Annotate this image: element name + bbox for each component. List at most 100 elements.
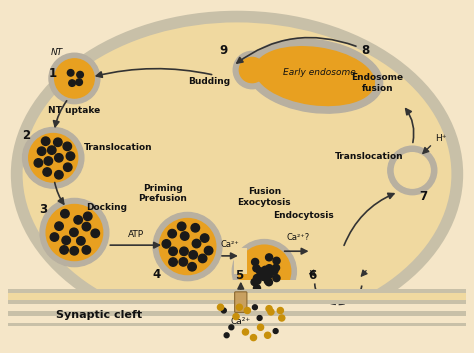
Text: Docking: Docking <box>86 203 127 212</box>
Circle shape <box>169 247 177 256</box>
Circle shape <box>204 246 213 255</box>
Circle shape <box>198 254 207 263</box>
FancyBboxPatch shape <box>230 280 298 313</box>
Circle shape <box>60 246 68 254</box>
Circle shape <box>252 258 259 265</box>
Circle shape <box>221 308 226 313</box>
Circle shape <box>55 59 94 98</box>
Circle shape <box>54 138 62 146</box>
FancyBboxPatch shape <box>9 311 465 326</box>
Text: 8: 8 <box>361 44 369 57</box>
Circle shape <box>233 51 271 89</box>
Text: NT: NT <box>51 48 63 58</box>
Circle shape <box>153 213 222 281</box>
Circle shape <box>177 222 186 231</box>
Ellipse shape <box>23 22 451 326</box>
Text: Ca²⁺: Ca²⁺ <box>220 240 239 250</box>
Circle shape <box>47 146 56 154</box>
Circle shape <box>188 263 196 271</box>
Text: Endocytosis: Endocytosis <box>273 211 334 220</box>
Circle shape <box>273 257 280 264</box>
Circle shape <box>179 258 188 266</box>
Circle shape <box>162 240 171 248</box>
Circle shape <box>232 240 296 303</box>
Text: Early endosome: Early endosome <box>283 68 356 77</box>
Circle shape <box>253 305 257 310</box>
Circle shape <box>273 329 278 334</box>
Text: 2: 2 <box>22 129 30 142</box>
Circle shape <box>279 315 285 321</box>
Circle shape <box>169 258 177 266</box>
FancyBboxPatch shape <box>234 248 247 274</box>
Circle shape <box>262 266 269 273</box>
Circle shape <box>91 229 100 238</box>
Circle shape <box>250 335 256 341</box>
Text: NT uptake: NT uptake <box>48 107 100 115</box>
Circle shape <box>261 268 268 275</box>
Circle shape <box>46 204 103 261</box>
Circle shape <box>40 198 109 267</box>
Circle shape <box>66 152 75 160</box>
Circle shape <box>83 212 92 221</box>
Circle shape <box>233 313 239 319</box>
Text: 6: 6 <box>308 269 317 282</box>
Circle shape <box>277 307 283 313</box>
Text: Budding: Budding <box>189 77 231 86</box>
Text: Synaptic cleft: Synaptic cleft <box>55 310 142 320</box>
Circle shape <box>239 58 265 83</box>
Text: 9: 9 <box>219 44 228 57</box>
Circle shape <box>273 275 280 282</box>
Circle shape <box>253 265 260 272</box>
Ellipse shape <box>247 39 383 113</box>
Circle shape <box>50 233 59 241</box>
Circle shape <box>266 265 273 272</box>
Text: ATP: ATP <box>128 230 144 239</box>
Circle shape <box>229 325 234 330</box>
Circle shape <box>34 159 43 167</box>
Circle shape <box>189 251 198 259</box>
Text: Endosome
fusion: Endosome fusion <box>351 73 403 93</box>
Text: Fusion
Exocytosis: Fusion Exocytosis <box>237 187 291 207</box>
Circle shape <box>266 306 272 312</box>
FancyBboxPatch shape <box>9 293 465 300</box>
Circle shape <box>62 236 71 245</box>
Circle shape <box>77 237 85 245</box>
Text: Translocation: Translocation <box>84 143 153 151</box>
Circle shape <box>63 142 72 150</box>
Circle shape <box>201 234 209 242</box>
Circle shape <box>67 70 74 76</box>
Text: 1: 1 <box>48 67 56 80</box>
Circle shape <box>237 304 242 310</box>
Text: 7: 7 <box>419 190 427 203</box>
Circle shape <box>238 245 291 298</box>
Text: Priming
Prefusion: Priming Prefusion <box>138 184 187 203</box>
Circle shape <box>181 232 189 240</box>
Circle shape <box>244 307 250 313</box>
Circle shape <box>254 285 261 292</box>
Text: Translocation: Translocation <box>335 152 404 161</box>
Circle shape <box>70 247 79 255</box>
Circle shape <box>266 271 273 278</box>
Ellipse shape <box>262 55 277 85</box>
Ellipse shape <box>255 47 374 106</box>
Circle shape <box>74 216 82 224</box>
Circle shape <box>76 79 82 85</box>
Circle shape <box>192 239 201 248</box>
Circle shape <box>251 279 258 286</box>
Circle shape <box>168 229 176 238</box>
FancyBboxPatch shape <box>235 292 247 312</box>
Circle shape <box>218 304 224 310</box>
Circle shape <box>242 329 248 335</box>
Circle shape <box>69 80 75 86</box>
Ellipse shape <box>257 49 281 91</box>
Circle shape <box>159 219 216 275</box>
Circle shape <box>180 247 188 256</box>
Circle shape <box>61 209 69 218</box>
Circle shape <box>55 222 64 231</box>
FancyBboxPatch shape <box>9 316 465 323</box>
Circle shape <box>49 53 100 104</box>
Circle shape <box>254 277 261 284</box>
Text: 4: 4 <box>153 268 161 281</box>
Circle shape <box>254 275 261 281</box>
Circle shape <box>77 71 83 78</box>
